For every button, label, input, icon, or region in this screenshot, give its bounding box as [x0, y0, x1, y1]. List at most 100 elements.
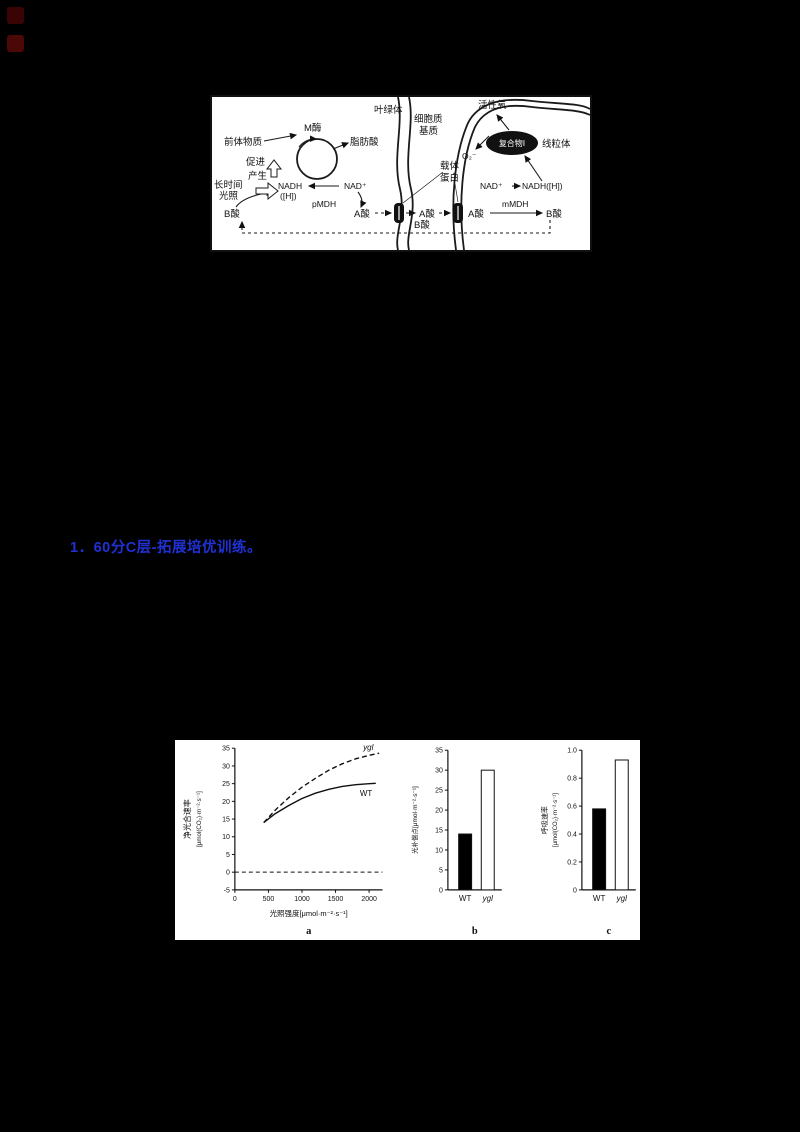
y-tick-label: 0: [226, 870, 230, 877]
series-ygl: [263, 752, 380, 824]
bar-ygl: [615, 759, 629, 891]
carrier-protein-label-2: 蛋白: [440, 172, 459, 184]
bar-WT: [592, 808, 607, 891]
long-light-label-1: 长时间: [214, 179, 243, 191]
y-tick-label: 20: [436, 808, 444, 815]
nad-right-label: NAD⁺: [480, 181, 503, 191]
long-light-label-2: 光照: [219, 190, 239, 202]
y-tick-label: 10: [222, 834, 230, 841]
y-tick-label: 0.6: [567, 804, 577, 811]
nadh-left-label: NADH: [278, 181, 302, 191]
m-enzyme-label: M酶: [304, 122, 322, 134]
complex-to-superoxide-arrow: [475, 135, 490, 150]
precursor-to-enzyme-arrow: [263, 132, 298, 142]
bar-ygl: [481, 769, 496, 891]
mitochondrion-outer-membrane: [452, 98, 590, 250]
y-tick-label: 5: [226, 852, 230, 859]
y-tick-label: 0.4: [567, 832, 577, 839]
superoxide-label: O₂⁻: [462, 151, 477, 161]
x-tick-label: 0: [233, 896, 237, 903]
b-acid-bottom-label: B酸: [414, 219, 430, 231]
category-label: WT: [593, 894, 606, 903]
y-axis-units: [μmol(CO₂)·m⁻²·s⁻¹]: [553, 793, 559, 847]
promote-label: 促进: [246, 156, 266, 168]
x-tick-label: 500: [263, 896, 275, 903]
y-tick-label: 10: [436, 847, 444, 854]
nadh-to-complex-arrow: [524, 155, 543, 182]
a-acid-cytosol-label: A酸: [419, 208, 435, 220]
y-tick-label: 25: [222, 781, 230, 788]
metabolism-diagram-panel: 复合物Ⅰ 叶绿体 细胞质 基质 活性氧 线粒体 O₂⁻ 前体物质 M酶 脂肪酸 …: [210, 95, 592, 252]
complex-i-label: 复合物Ⅰ: [499, 138, 525, 148]
chloroplast-inner-membrane: [407, 97, 414, 250]
x-tick-label: 2000: [361, 896, 377, 903]
complex-to-ros-arrow: [496, 114, 510, 131]
nadh-right-label: NADH([H]): [522, 181, 563, 191]
y-tick-label: 20: [222, 799, 230, 806]
bar-chart-respiration: 0 0.2 0.4 0.6 0.8 1.0 WT ygl 呼吸速率 [μmol(CO₂)·m⁻²·…: [540, 748, 636, 937]
b-acid-left-label: B酸: [224, 208, 240, 220]
y-tick-label: 30: [222, 763, 230, 770]
nad-left-label: NAD⁺: [344, 181, 367, 191]
chloroplast-label: 叶绿体: [374, 104, 403, 116]
panel-label: c: [607, 926, 612, 937]
panel-label: a: [306, 926, 312, 937]
reactive-oxygen-label: 活性氧: [478, 99, 507, 111]
nadh-left-label-2: ([H]): [280, 191, 297, 201]
cytosol-label-1: 细胞质: [414, 113, 443, 125]
b-acid-return-arrow: [238, 220, 551, 234]
y-axis-units: [μmol(CO₂)·m⁻²·s⁻¹]: [196, 791, 203, 847]
a-acid-mito-label: A酸: [468, 208, 484, 220]
promote-hollow-arrow: [265, 159, 283, 178]
y-tick-label: 15: [222, 817, 230, 824]
series-WT: [263, 782, 376, 824]
series-label-WT: WT: [360, 789, 373, 798]
carrier-pointer-line: [402, 171, 444, 204]
series-label-ygl: ygl: [362, 743, 373, 752]
bar-WT: [458, 833, 473, 891]
question-heading: 1．60分C层-拓展培优训练。: [70, 540, 262, 556]
light-effect-hollow-arrow: [255, 181, 279, 201]
y-tick-label: 25: [436, 788, 444, 795]
y-axis-label: 呼吸速率: [540, 806, 549, 834]
y-tick-label: 15: [436, 828, 444, 835]
cycle-to-fatty-acid-arrow: [332, 142, 350, 150]
y-tick-label: 0: [440, 887, 444, 894]
charts-panel: -5 0 5 10 15 20 25 30 35 0 500 1000 1500 2000 ygl WT 净光合…: [175, 740, 640, 940]
cytosol-label-2: 基质: [419, 125, 439, 137]
y-tick-label: 35: [436, 748, 444, 755]
x-tick-label: 1000: [294, 896, 310, 903]
mitochondrion-inner-membrane: [460, 104, 590, 250]
nad-to-a-acid-arrow: [357, 191, 367, 209]
chloroplast-outer-membrane: [396, 97, 403, 250]
y-tick-label: 0.8: [567, 776, 577, 783]
cycle-direction-arrow: [298, 135, 318, 148]
produce-label: 产生: [248, 170, 268, 182]
x-axis-label: 光照强度[μmol·m⁻²·s⁻¹]: [270, 908, 348, 918]
m-enzyme-cycle: [296, 138, 338, 180]
annotation-mark-icon: [7, 35, 24, 52]
category-label: ygl: [616, 894, 627, 903]
complex-i-ellipse: [486, 131, 538, 155]
pmdh-label: pMDH: [312, 199, 336, 209]
metabolism-diagram: 复合物Ⅰ 叶绿体 细胞质 基质 活性氧 线粒体 O₂⁻ 前体物质 M酶 脂肪酸 …: [214, 97, 590, 250]
carrier-pointer-line: [454, 183, 459, 203]
y-tick-label: -5: [224, 887, 230, 894]
annotation-mark-icon: [7, 7, 24, 24]
y-axis-label: 净光合速率: [182, 799, 192, 839]
precursor-label: 前体物质: [224, 136, 263, 148]
y-tick-label: 30: [436, 768, 444, 775]
bar-chart-light-compensation: 0 5 10 15 20 25 30 35 WT ygl 光补偿点[μmol·m⁻²·s⁻¹] b: [410, 748, 503, 937]
a-acid-left-label: A酸: [354, 208, 370, 220]
category-label: ygl: [482, 894, 493, 903]
x-tick-label: 1500: [328, 896, 344, 903]
y-tick-label: 0.2: [567, 859, 577, 866]
category-label: WT: [459, 894, 472, 903]
y-tick-label: 1.0: [567, 748, 577, 755]
b-acid-right-label: B酸: [546, 208, 562, 220]
y-tick-label: 0: [573, 887, 577, 894]
mitochondrion-label: 线粒体: [542, 138, 571, 150]
fatty-acid-label: 脂肪酸: [350, 136, 379, 148]
